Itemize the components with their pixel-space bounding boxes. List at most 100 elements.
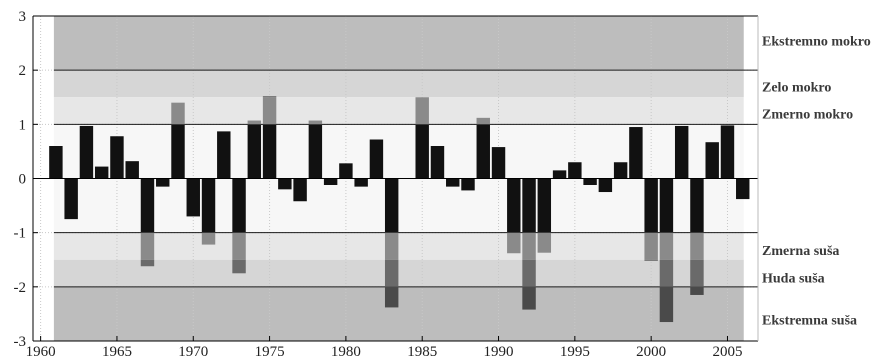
bar-1981	[354, 178, 368, 187]
y-tick-labels: -3 -2 -1 0 1 2 3	[14, 9, 27, 350]
x-tick-label: 1985	[407, 344, 437, 359]
bar-2001	[659, 286, 674, 323]
bar-1986	[430, 146, 445, 179]
bar-1976	[278, 178, 292, 190]
y-tick-label: 3	[19, 9, 27, 25]
bar-1999	[629, 127, 643, 179]
y-tick-label: 0	[19, 172, 27, 188]
band-3	[53, 232, 744, 260]
bar-2000	[644, 178, 658, 233]
bar-1971	[201, 178, 216, 233]
band-0	[53, 16, 744, 71]
band-1	[53, 70, 744, 98]
axes	[32, 15, 759, 342]
band-label-0: Ekstremno mokro	[762, 34, 871, 49]
bar-1974	[247, 120, 262, 125]
x-tick-label: 1965	[102, 344, 132, 359]
bar-1975	[262, 97, 277, 125]
bar-1973	[232, 259, 246, 274]
bar-1995	[568, 162, 582, 179]
bar-1963	[79, 125, 94, 179]
bar-1992	[522, 178, 536, 233]
bar-2003	[690, 259, 704, 287]
bar-1973	[232, 178, 246, 233]
bar-1975	[262, 96, 277, 98]
bar-1997	[598, 178, 613, 193]
bar-1983	[384, 178, 399, 233]
bar-1992	[522, 286, 536, 310]
bar-1994	[552, 170, 567, 179]
y-tick-label: -1	[14, 226, 27, 242]
band-label-2: Zmerno mokro	[762, 108, 853, 123]
bar-1967	[140, 178, 155, 233]
bar-1966	[125, 161, 139, 179]
bar-1992	[522, 259, 536, 287]
bar-1990	[491, 147, 506, 179]
bar-2006	[736, 178, 750, 200]
bar-1989	[476, 117, 490, 125]
bar-1988	[461, 178, 475, 191]
bar-2004	[705, 142, 719, 179]
x-tick-label: 2005	[712, 344, 742, 359]
bar-1978	[308, 120, 323, 125]
band-labels: Ekstremno mokro Zelo mokro Zmerno mokro Zme…	[762, 34, 871, 328]
band-label-1: Zelo mokro	[762, 80, 831, 95]
bar-1998	[613, 162, 628, 179]
bar-1993	[537, 232, 552, 253]
x-tick-label: 1980	[331, 344, 361, 359]
y-tick-label: 2	[19, 63, 27, 79]
bar-1967	[140, 232, 155, 260]
bar-2005	[720, 125, 735, 179]
bar-2003	[690, 232, 704, 260]
bar-2003	[690, 178, 704, 233]
bar-2002	[674, 125, 689, 179]
bar-1971	[201, 232, 216, 245]
bar-1972	[217, 131, 231, 179]
bar-1964	[94, 166, 109, 179]
bar-1996	[583, 178, 597, 185]
x-tick-label: 1970	[178, 344, 208, 359]
band-2	[53, 97, 744, 125]
bar-1993	[537, 178, 552, 233]
bar-1983	[384, 259, 399, 287]
band-5	[53, 286, 744, 341]
y-tick-label: -2	[14, 280, 27, 296]
bar-1985	[415, 97, 429, 125]
bar-1970	[186, 178, 200, 217]
band-label-4: Huda suša	[762, 272, 825, 287]
bar-1962	[64, 178, 78, 220]
bar-1983	[384, 286, 399, 308]
bar-1978	[308, 124, 323, 179]
bar-1975	[262, 124, 277, 179]
bar-1977	[293, 178, 307, 202]
bar-1983	[384, 232, 399, 260]
x-tick-labels: 1960 1965 1970 1975 1980 1985 1990 1995 2000 2005	[26, 344, 743, 359]
bar-1969	[171, 124, 185, 179]
bar-1982	[369, 139, 384, 179]
bar-2001	[659, 232, 674, 260]
y-tick-label: 1	[19, 117, 27, 133]
bars	[49, 96, 750, 323]
bar-1965	[110, 136, 124, 179]
bar-1980	[339, 163, 353, 179]
bar-1961	[49, 146, 63, 179]
bar-2000	[644, 232, 658, 260]
bar-1991	[507, 232, 521, 254]
bar-1979	[323, 178, 338, 185]
bar-1991	[507, 178, 521, 233]
bar-2000	[644, 259, 658, 261]
y-tick-label: -3	[14, 334, 27, 350]
bar-1992	[522, 232, 536, 260]
band-4	[53, 259, 744, 287]
bar-1973	[232, 232, 246, 260]
bar-1968	[156, 178, 170, 187]
bar-1985	[415, 124, 429, 179]
x-tick-label: 1990	[484, 344, 514, 359]
bar-1969	[171, 102, 185, 125]
bar-1974	[247, 124, 262, 179]
bar-2003	[690, 286, 704, 295]
band-label-3: Zmerna suša	[762, 244, 839, 259]
category-bands	[53, 16, 744, 341]
bar-2001	[659, 259, 674, 287]
